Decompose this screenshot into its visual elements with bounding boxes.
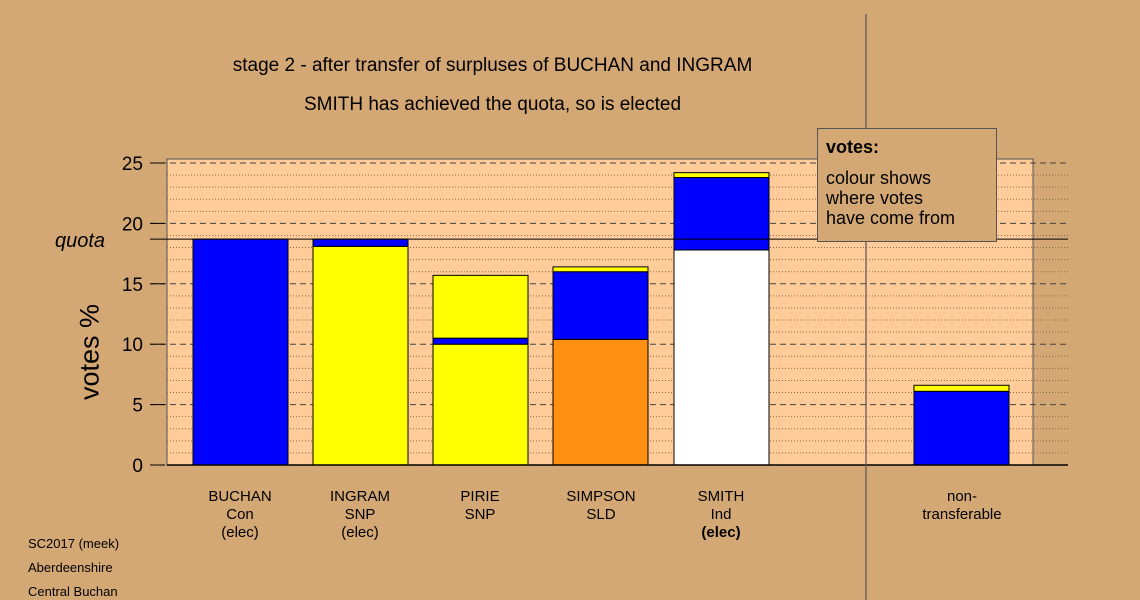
category-name: BUCHAN bbox=[208, 488, 272, 505]
y-axis-label: votes % bbox=[74, 303, 105, 401]
category-status: (elec) bbox=[701, 524, 741, 541]
y-tick-label: 5 bbox=[132, 396, 143, 417]
bar-segment bbox=[673, 176, 770, 251]
legend-heading: votes: bbox=[826, 137, 880, 157]
bar-segment bbox=[312, 245, 409, 466]
y-tick-label: 15 bbox=[122, 275, 143, 296]
y-tick-label: 20 bbox=[122, 214, 143, 235]
bar-segment bbox=[552, 271, 649, 340]
bar-segment bbox=[673, 172, 770, 178]
category-name: PIRIE bbox=[460, 488, 500, 505]
bar-segment bbox=[432, 274, 529, 339]
bar-segment bbox=[913, 384, 1010, 392]
category-label-ingram: INGRAM SNP (elec) bbox=[300, 488, 420, 542]
category-name: INGRAM bbox=[330, 488, 390, 505]
bar-segment bbox=[192, 238, 289, 466]
y-tick-label: 25 bbox=[122, 154, 143, 175]
category-party: Con bbox=[226, 506, 254, 523]
bar-segment bbox=[312, 238, 409, 247]
legend-line: where votes bbox=[826, 188, 924, 208]
category-status: (elec) bbox=[221, 524, 259, 541]
category-party: SLD bbox=[586, 506, 616, 523]
bar-segment bbox=[552, 338, 649, 466]
bar-segment bbox=[432, 337, 529, 345]
chart-subtitle: SMITH has achieved the quota, so is elec… bbox=[303, 94, 682, 115]
category-party: SNP bbox=[344, 506, 376, 523]
category-label-smith: SMITH Ind (elec) bbox=[661, 488, 781, 542]
chart-title: stage 2 - after transfer of surpluses of… bbox=[232, 55, 753, 76]
bar-segment bbox=[552, 266, 649, 273]
y-tick-label: 0 bbox=[132, 456, 143, 477]
category-name: SMITH bbox=[697, 488, 745, 505]
category-status: (elec) bbox=[341, 524, 379, 541]
category-party: SNP bbox=[464, 506, 496, 523]
legend-line: have come from bbox=[826, 208, 956, 228]
bar-segment bbox=[432, 343, 529, 466]
category-label-buchan: BUCHAN Con (elec) bbox=[180, 488, 300, 542]
category-party: transferable bbox=[922, 506, 1002, 523]
category-name: non- bbox=[946, 488, 978, 505]
legend-box: votes: colour shows where votes have com… bbox=[817, 128, 997, 242]
source-line: Aberdeenshire bbox=[28, 560, 113, 575]
source-line: SC2017 (meek) bbox=[28, 536, 120, 551]
category-label-pirie: PIRIE SNP bbox=[420, 488, 540, 524]
category-party: Ind bbox=[710, 506, 732, 523]
category-name: SIMPSON bbox=[566, 488, 636, 505]
category-label-simpson: SIMPSON SLD bbox=[541, 488, 661, 524]
bar-segment bbox=[673, 249, 770, 466]
legend-line: colour shows bbox=[826, 168, 932, 188]
bar-segment bbox=[913, 390, 1010, 466]
category-label-non-transferable: non- transferable bbox=[902, 488, 1022, 524]
source-line: Central Buchan bbox=[28, 584, 118, 599]
y-tick-label: 10 bbox=[122, 335, 143, 356]
quota-label: quota bbox=[55, 230, 106, 252]
